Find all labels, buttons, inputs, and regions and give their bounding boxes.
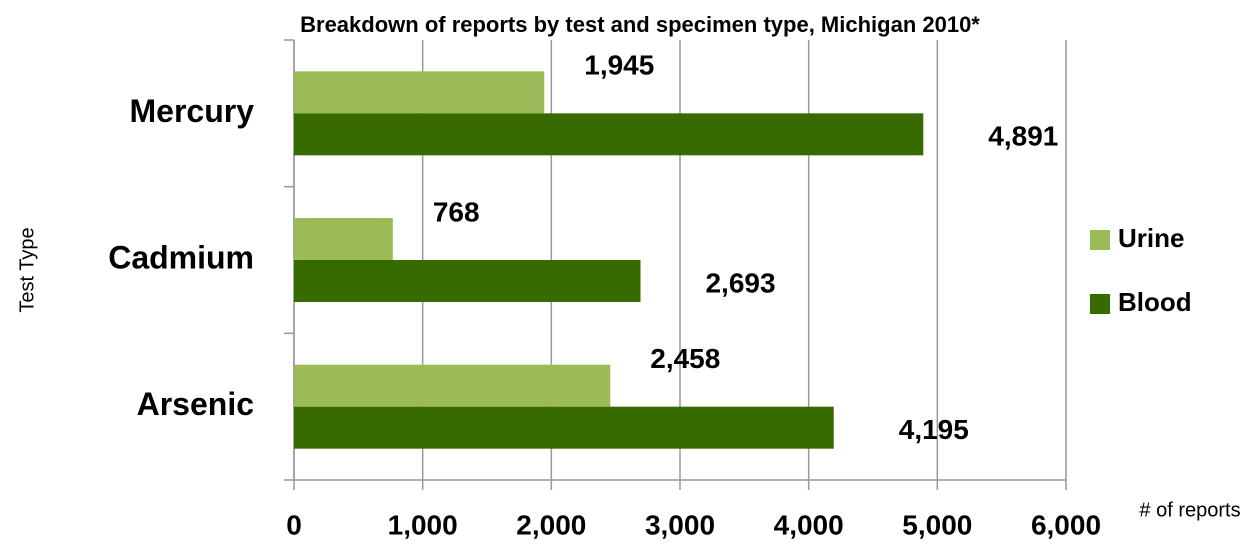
y-axis-label: Test Type — [16, 227, 38, 312]
value-label: 1,945 — [584, 50, 654, 81]
bar — [294, 260, 641, 302]
value-label: 2,458 — [650, 343, 720, 374]
value-label: 768 — [433, 196, 480, 227]
x-tick-label: 1,000 — [388, 509, 458, 540]
bar — [294, 364, 611, 407]
x-tick-label: 6,000 — [1031, 509, 1101, 540]
x-tick-label: 2,000 — [516, 509, 586, 540]
x-tick-label: 3,000 — [645, 509, 715, 540]
x-tick-label: 4,000 — [774, 509, 844, 540]
y-tick-label: Cadmium — [108, 239, 254, 275]
bar — [294, 218, 393, 260]
chart-title: Breakdown of reports by test and specime… — [300, 12, 980, 37]
legend-label: Blood — [1118, 287, 1192, 317]
value-label: 4,891 — [988, 121, 1058, 152]
bar — [294, 406, 834, 449]
value-label: 2,693 — [705, 267, 775, 298]
bar — [294, 71, 545, 114]
y-tick-label: Mercury — [130, 93, 255, 129]
x-tick-label: 5,000 — [902, 509, 972, 540]
legend-swatch — [1090, 294, 1110, 314]
bar — [294, 113, 924, 156]
value-label: 4,195 — [899, 414, 969, 445]
x-tick-label: 0 — [286, 509, 302, 540]
x-axis-label: # of reports — [1139, 499, 1240, 521]
legend-swatch — [1090, 230, 1110, 250]
y-tick-label: Arsenic — [137, 386, 254, 422]
legend-label: Urine — [1118, 223, 1184, 253]
